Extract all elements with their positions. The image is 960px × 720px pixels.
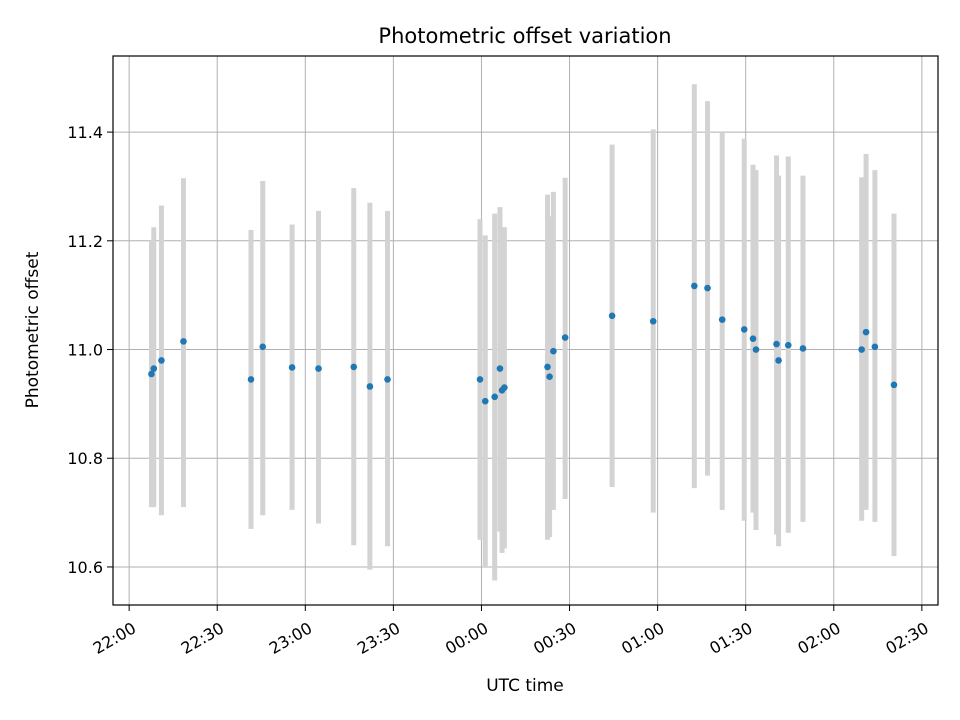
data-point — [180, 338, 187, 345]
data-point — [158, 357, 165, 364]
data-point — [476, 376, 484, 383]
data-point — [481, 397, 489, 405]
data-point — [858, 346, 865, 353]
y-axis-ticks: 10.6 10.8 11.0 11.2 11.4 — [67, 123, 113, 577]
data-point — [315, 365, 322, 372]
plot-frame — [112, 55, 939, 606]
data-point — [366, 383, 374, 390]
y-tick-label: 10.6 — [67, 558, 103, 577]
y-tick-label: 11.2 — [67, 232, 103, 251]
data-point — [871, 343, 879, 351]
data-points — [148, 282, 898, 405]
data-point — [890, 381, 898, 389]
data-point — [501, 384, 508, 391]
data-point — [546, 373, 553, 381]
data-point — [496, 365, 504, 372]
data-point — [148, 370, 155, 378]
data-point — [784, 341, 792, 349]
data-point — [752, 346, 760, 353]
data-point — [247, 376, 255, 383]
data-point — [862, 328, 870, 336]
data-point — [608, 312, 616, 320]
data-point — [740, 326, 748, 333]
data-point — [561, 334, 569, 341]
data-point — [691, 282, 698, 290]
data-point — [649, 317, 657, 325]
data-point — [491, 393, 498, 401]
data-point — [544, 363, 551, 371]
data-point — [550, 347, 557, 355]
data-point — [773, 340, 780, 348]
data-point — [799, 345, 807, 352]
data-point — [259, 343, 267, 351]
data-point — [288, 364, 296, 371]
data-point — [718, 316, 726, 323]
data-point — [749, 335, 757, 342]
y-tick-label: 11.0 — [67, 341, 103, 360]
y-tick-label: 11.4 — [67, 123, 103, 142]
y-tick-label: 10.8 — [67, 449, 103, 468]
x-axis-label: UTC time — [486, 676, 564, 696]
data-point — [350, 363, 358, 371]
data-point — [704, 284, 711, 292]
data-point — [384, 376, 391, 383]
data-point — [775, 357, 782, 364]
y-axis-label: Photometric offset — [23, 251, 43, 408]
chart-title: Photometric offset variation — [378, 24, 671, 48]
data-point — [150, 365, 158, 372]
